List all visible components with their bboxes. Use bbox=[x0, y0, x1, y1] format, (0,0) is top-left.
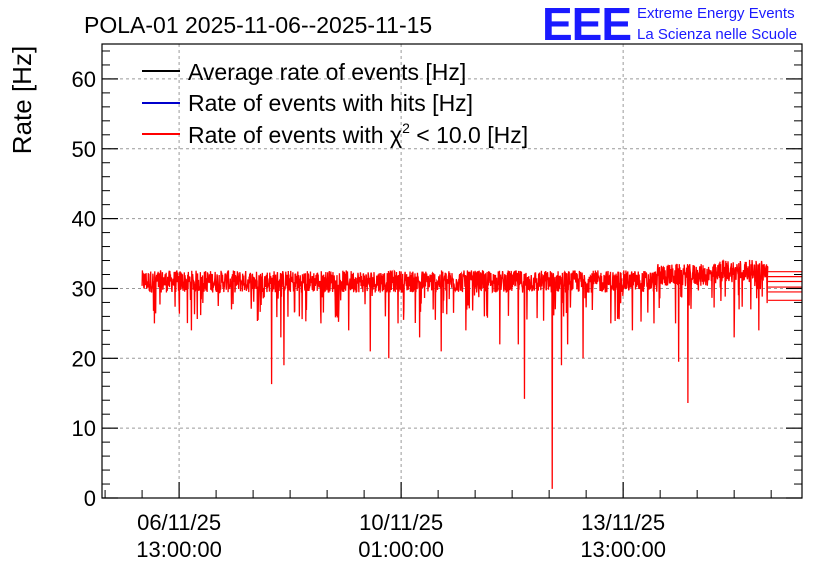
legend-label-average: Average rate of events [Hz] bbox=[188, 59, 466, 85]
eee-logo-line2: La Scienza nelle Scuole bbox=[637, 26, 797, 43]
plot-frame bbox=[101, 43, 803, 499]
y-tick-label: 60 bbox=[72, 67, 96, 92]
chart-title: POLA-01 2025-11-06--2025-11-15 bbox=[84, 12, 432, 38]
y-tick-label: 40 bbox=[72, 207, 96, 232]
y-tick-label: 20 bbox=[72, 346, 96, 371]
eee-logo-line1: Extreme Energy Events bbox=[637, 5, 795, 22]
x-tick-label-date: 06/11/25 bbox=[137, 510, 221, 535]
x-tick-label-date: 10/11/25 bbox=[359, 510, 443, 535]
y-axis-label: Rate [Hz] bbox=[7, 46, 37, 154]
x-tick-labels: 06/11/2513:00:0010/11/2501:00:0013/11/25… bbox=[136, 510, 666, 562]
x-tick-label-time: 13:00:00 bbox=[136, 537, 222, 562]
legend-label-hits: Rate of events with hits [Hz] bbox=[188, 90, 473, 116]
y-tick-label: 0 bbox=[84, 486, 96, 511]
eee-logo: EEE Extreme Energy Events La Scienza nel… bbox=[542, 0, 797, 50]
x-tick-label-date: 13/11/25 bbox=[581, 510, 665, 535]
y-tick-labels: 0 10 20 30 40 50 60 bbox=[72, 67, 96, 511]
eee-logo-text: EEE bbox=[542, 0, 631, 50]
data-series bbox=[141, 259, 802, 489]
x-tick-label-time: 13:00:00 bbox=[580, 537, 666, 562]
y-tick-label: 10 bbox=[72, 416, 96, 441]
axis-ticks bbox=[102, 50, 802, 499]
legend-label-chi2: Rate of events with χ2 < 10.0 [Hz] bbox=[188, 120, 528, 148]
y-tick-label: 30 bbox=[72, 276, 96, 301]
y-tick-label: 50 bbox=[72, 137, 96, 162]
legend: Average rate of events [Hz] Rate of even… bbox=[142, 59, 528, 148]
series-line-chi2-rate bbox=[141, 259, 769, 489]
x-tick-label-time: 01:00:00 bbox=[358, 537, 444, 562]
